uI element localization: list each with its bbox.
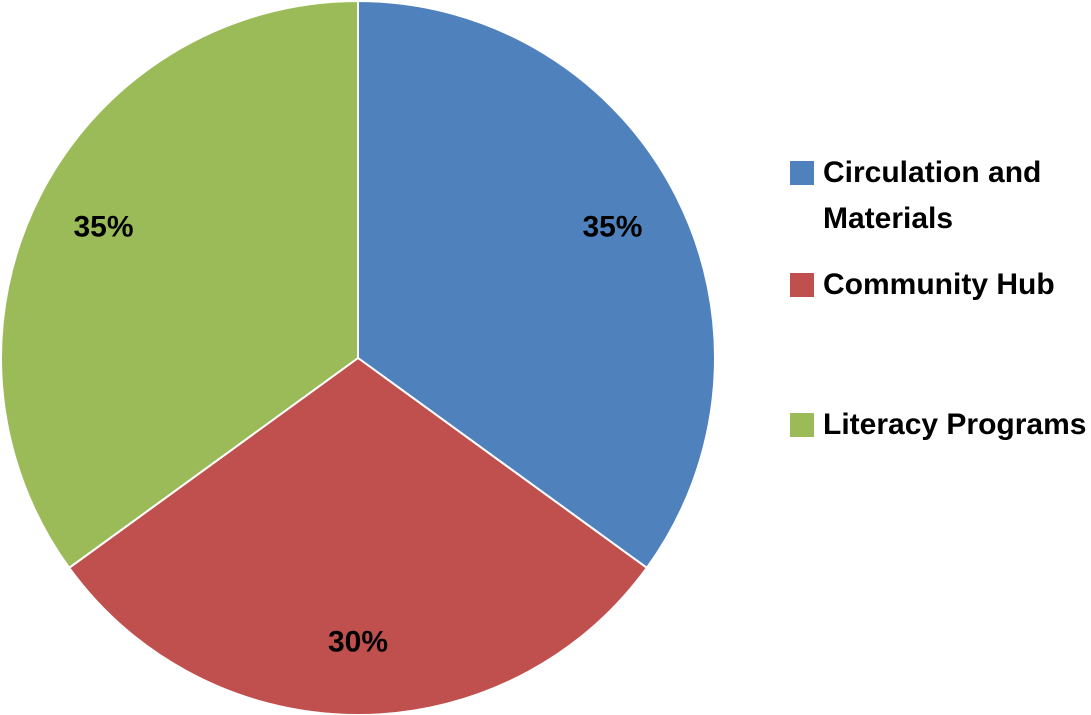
legend-label: Literacy Programs (823, 408, 1087, 441)
data-label: 30% (328, 626, 388, 659)
pie-slice (0, 0, 359, 570)
data-label: 35% (74, 210, 134, 243)
legend-swatch (790, 161, 814, 185)
pie-slice (357, 0, 716, 570)
legend-label: Circulation and Materials (823, 156, 1042, 235)
legend-label: Community Hub (823, 268, 1055, 301)
legend-swatch (790, 273, 814, 297)
legend-swatch (790, 413, 814, 437)
data-label: 35% (582, 210, 642, 243)
